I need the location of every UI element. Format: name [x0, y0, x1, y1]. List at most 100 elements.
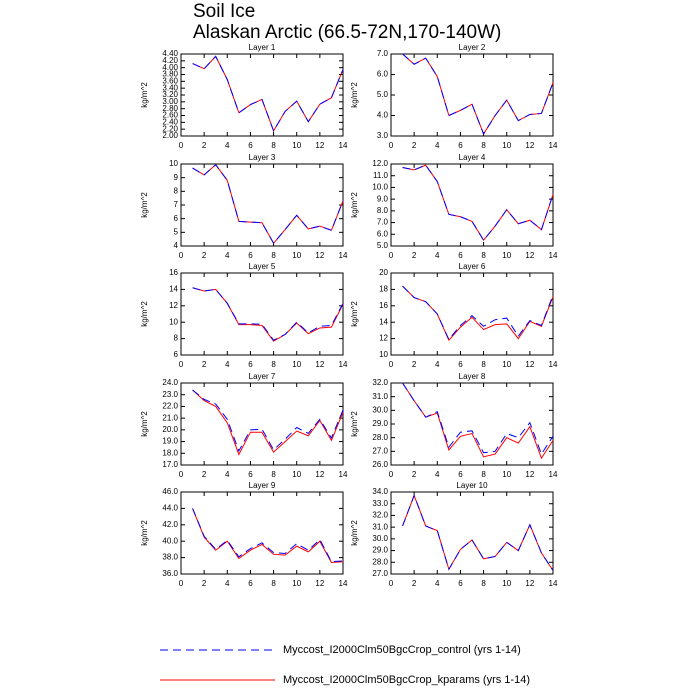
- x-tick-label: 6: [248, 470, 253, 479]
- y-tick-label: 12.0: [372, 159, 388, 168]
- y-tick-label: 29.0: [372, 419, 388, 428]
- plot-frame: [390, 272, 554, 356]
- x-tick-label: 0: [179, 251, 184, 260]
- y-tick-label: 8.0: [377, 206, 389, 215]
- y-tick-label: 5.0: [377, 241, 389, 250]
- panel-title: Layer 7: [249, 372, 276, 381]
- x-tick-label: 14: [339, 579, 348, 588]
- y-tick-label: 10: [379, 350, 388, 359]
- x-tick-label: 8: [271, 251, 276, 260]
- x-tick-label: 12: [525, 251, 534, 260]
- x-tick-label: 6: [248, 251, 253, 260]
- x-tick-label: 8: [271, 141, 276, 150]
- y-axis-label: kg/m^2: [350, 82, 359, 108]
- y-axis-label: kg/m^2: [350, 301, 359, 327]
- x-tick-label: 0: [389, 141, 394, 150]
- x-tick-label: 4: [225, 579, 230, 588]
- y-axis-label: kg/m^2: [140, 82, 149, 108]
- legend-label: Myccost_I2000Clm50BgcCrop_kparams (yrs 1…: [283, 674, 530, 686]
- plot-frame: [180, 382, 344, 466]
- x-tick-label: 4: [225, 470, 230, 479]
- x-tick-label: 0: [179, 579, 184, 588]
- series-line: [192, 287, 344, 342]
- y-axis-label: kg/m^2: [350, 411, 359, 437]
- panel-title: Layer 4: [459, 153, 486, 162]
- y-tick-label: 9: [174, 173, 179, 182]
- series-line: [402, 494, 554, 571]
- y-tick-label: 14: [169, 285, 178, 294]
- y-tick-label: 4.0: [377, 111, 389, 120]
- series-line: [402, 382, 554, 456]
- x-tick-label: 14: [339, 141, 348, 150]
- plot-frame: [180, 272, 344, 356]
- x-tick-label: 8: [481, 360, 486, 369]
- x-tick-label: 10: [292, 470, 301, 479]
- x-tick-label: 12: [525, 360, 534, 369]
- panel-title: Layer 6: [459, 262, 486, 271]
- y-tick-label: 3.40: [162, 83, 178, 92]
- x-tick-label: 14: [549, 579, 558, 588]
- plot-frame: [390, 491, 554, 575]
- series-line: [402, 382, 554, 460]
- y-tick-label: 9.0: [377, 194, 389, 203]
- x-tick-label: 10: [292, 579, 301, 588]
- series-line: [192, 508, 344, 564]
- y-tick-label: 38.0: [162, 553, 178, 562]
- x-tick-label: 10: [502, 579, 511, 588]
- x-tick-label: 6: [458, 579, 463, 588]
- y-tick-label: 21.0: [162, 413, 178, 422]
- y-tick-label: 7.0: [377, 49, 389, 58]
- series-line: [402, 494, 554, 571]
- plot-frame: [390, 163, 554, 247]
- x-tick-label: 0: [179, 470, 184, 479]
- x-tick-label: 12: [315, 579, 324, 588]
- y-tick-label: 17.0: [162, 460, 178, 469]
- y-tick-label: 14: [379, 317, 388, 326]
- y-tick-label: 6: [174, 350, 179, 359]
- panel-title: Layer 3: [249, 153, 276, 162]
- x-tick-label: 4: [435, 251, 440, 260]
- x-tick-label: 8: [481, 579, 486, 588]
- panel-title: Layer 5: [249, 262, 276, 271]
- x-tick-label: 8: [481, 251, 486, 260]
- y-tick-label: 5: [174, 227, 179, 236]
- y-tick-label: 10.0: [372, 183, 388, 192]
- y-tick-label: 30.0: [372, 405, 388, 414]
- plot-frame: [390, 53, 554, 137]
- y-tick-label: 32.0: [372, 378, 388, 387]
- x-tick-label: 12: [525, 470, 534, 479]
- x-tick-label: 0: [389, 360, 394, 369]
- y-tick-label: 26.0: [372, 460, 388, 469]
- x-tick-label: 10: [502, 360, 511, 369]
- x-tick-label: 2: [202, 579, 207, 588]
- y-axis-label: kg/m^2: [350, 520, 359, 546]
- y-tick-label: 18: [379, 285, 388, 294]
- x-tick-label: 2: [412, 141, 417, 150]
- x-tick-label: 14: [549, 470, 558, 479]
- y-tick-label: 20: [379, 268, 388, 277]
- y-tick-label: 3.60: [162, 76, 178, 85]
- series-line: [192, 55, 344, 133]
- x-tick-label: 12: [315, 251, 324, 260]
- series-line: [402, 285, 554, 342]
- plot-frame: [180, 491, 344, 575]
- y-tick-label: 2.40: [162, 117, 178, 126]
- x-tick-label: 4: [225, 251, 230, 260]
- series-line: [402, 164, 554, 241]
- x-tick-label: 2: [412, 470, 417, 479]
- y-axis-label: kg/m^2: [140, 192, 149, 218]
- y-tick-label: 2.20: [162, 124, 178, 133]
- y-tick-label: 2.60: [162, 111, 178, 120]
- x-tick-label: 6: [458, 251, 463, 260]
- x-tick-label: 14: [339, 360, 348, 369]
- y-tick-label: 3.0: [377, 131, 389, 140]
- x-tick-label: 12: [315, 470, 324, 479]
- x-tick-label: 8: [271, 360, 276, 369]
- x-tick-label: 6: [458, 141, 463, 150]
- x-tick-label: 0: [389, 251, 394, 260]
- y-tick-label: 23.0: [162, 390, 178, 399]
- x-tick-label: 4: [435, 141, 440, 150]
- panel-title: Layer 9: [249, 481, 276, 490]
- y-axis-label: kg/m^2: [140, 411, 149, 437]
- y-tick-label: 2.00: [162, 131, 178, 140]
